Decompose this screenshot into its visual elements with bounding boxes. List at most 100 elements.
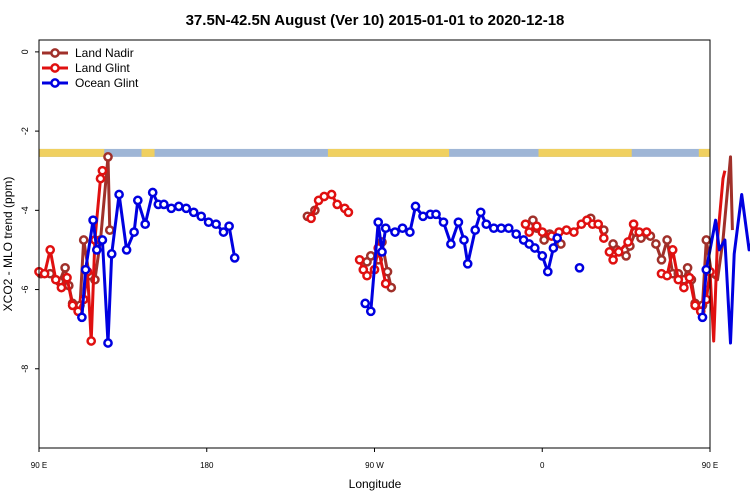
data-point: [397, 223, 408, 234]
data-point: [613, 247, 624, 257]
data-point: [39, 268, 50, 279]
data-point: [574, 262, 585, 273]
data-point: [475, 207, 486, 218]
data-point: [380, 278, 391, 289]
data-point: [531, 221, 542, 232]
series-ocean-glint: [77, 187, 750, 348]
legend-marker: [50, 48, 60, 58]
data-point: [662, 270, 672, 281]
data-point: [129, 227, 139, 237]
y-tick-label: -6: [20, 286, 30, 294]
data-point: [360, 298, 371, 309]
data-point: [438, 217, 449, 228]
data-point: [496, 223, 507, 234]
data-point: [651, 239, 661, 249]
land-segment: [538, 148, 632, 157]
legend-item: Ocean Glint: [42, 76, 139, 90]
y-axis-label: XCO2 - MLO trend (ppm): [1, 177, 15, 312]
data-point: [104, 225, 115, 235]
data-point: [80, 264, 91, 275]
data-point: [97, 235, 108, 245]
data-point: [537, 251, 548, 261]
data-point: [67, 300, 78, 311]
land-segment: [141, 148, 155, 157]
data-point: [662, 235, 672, 245]
data-point: [45, 245, 56, 255]
data-point: [343, 207, 354, 218]
data-point: [598, 233, 609, 243]
data-point: [377, 247, 387, 257]
data-point: [77, 312, 87, 323]
data-point: [446, 239, 456, 249]
data-point: [542, 266, 553, 277]
data-point: [50, 274, 61, 285]
data-point: [62, 272, 72, 283]
data-point: [684, 272, 695, 283]
data-point: [332, 199, 343, 210]
land-segment: [327, 148, 450, 157]
data-point: [621, 251, 631, 261]
legend-marker: [50, 63, 60, 73]
data-point: [503, 223, 514, 234]
data-point: [106, 249, 117, 259]
data-point: [132, 195, 143, 206]
data-point: [390, 227, 400, 237]
y-tick-label: -4: [20, 206, 30, 214]
data-point: [405, 227, 415, 237]
data-point: [537, 227, 548, 237]
data-point: [481, 219, 492, 230]
data-point: [91, 245, 102, 255]
y-tick-label: -2: [20, 127, 30, 135]
x-tick-label: 90 W: [365, 461, 384, 470]
data-point: [203, 217, 214, 228]
data-point: [121, 245, 132, 255]
legend-label: Land Glint: [75, 61, 130, 75]
data-point: [593, 219, 604, 230]
data-point: [365, 251, 376, 261]
x-tick-label: 0: [540, 461, 545, 470]
data-point: [628, 219, 639, 230]
data-point: [697, 312, 708, 323]
data-point: [97, 165, 108, 176]
x-tick-label: 180: [200, 461, 214, 470]
data-point: [173, 201, 184, 212]
data-point: [511, 229, 522, 239]
data-point: [147, 187, 158, 198]
data-point: [552, 233, 563, 243]
data-point: [569, 227, 579, 237]
data-point: [667, 245, 678, 255]
data-point: [159, 199, 169, 210]
data-point: [224, 221, 234, 232]
legend-marker: [50, 78, 60, 88]
data-point: [354, 254, 365, 265]
data-point: [211, 219, 221, 230]
data-point: [380, 223, 391, 234]
data-point: [488, 223, 499, 234]
data-point: [470, 225, 481, 235]
data-point: [114, 189, 124, 200]
legend-item: Land Glint: [42, 61, 130, 75]
y-axis-ticks: 0 -2 -4 -6 -8: [20, 49, 39, 373]
data-point: [103, 152, 113, 162]
data-point: [641, 227, 652, 237]
data-point: [229, 253, 240, 263]
x-axis-ticks: 90 E 180 90 W 0 90 E: [31, 448, 718, 470]
y-tick-label: 0: [20, 49, 30, 54]
data-point: [690, 300, 700, 311]
data-point: [188, 207, 199, 218]
legend-label: Land Nadir: [75, 46, 134, 60]
data-point: [608, 254, 618, 265]
legend-label: Ocean Glint: [75, 76, 139, 90]
data-point: [462, 258, 473, 269]
data-point: [103, 338, 113, 348]
data-point: [524, 227, 535, 237]
data-point: [634, 227, 645, 237]
data-point: [196, 211, 207, 222]
data-point: [88, 215, 98, 226]
data-point: [682, 262, 693, 273]
data-point: [365, 306, 376, 317]
series-line: [701, 193, 750, 345]
data-point: [561, 225, 572, 235]
